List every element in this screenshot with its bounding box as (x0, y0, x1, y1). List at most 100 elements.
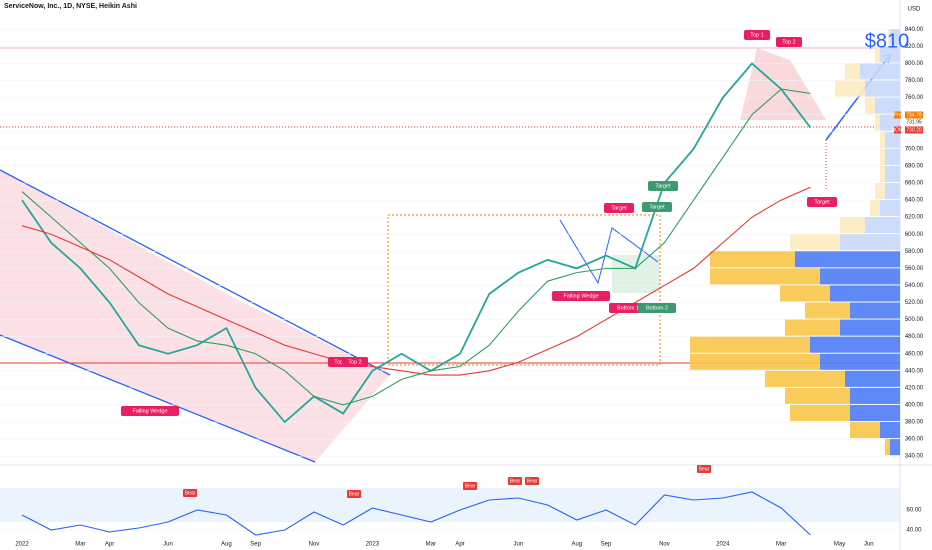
price-tag-label: Pre (894, 112, 902, 118)
x-tick-label: May (834, 542, 845, 548)
annotation-box (642, 202, 672, 212)
annotation-box (638, 303, 676, 313)
profile-down (840, 319, 900, 336)
bear-box (463, 482, 477, 490)
profile-up (880, 131, 885, 148)
annotation-box (807, 197, 837, 207)
annotation: Top 2 (348, 359, 361, 365)
annotation: Top 2 (782, 39, 795, 45)
rsi-band (0, 488, 900, 522)
profile-down (850, 302, 900, 319)
annotation: Top 1 (334, 359, 347, 365)
x-tick-label: Nov (659, 542, 670, 548)
wedge-upper (0, 169, 391, 376)
profile-up (790, 404, 850, 422)
profile-down (880, 200, 900, 217)
y-tick-label: 680.00 (905, 164, 924, 170)
annotation-box (604, 203, 634, 213)
profile-up (690, 336, 810, 353)
profile-up (888, 29, 890, 46)
x-tick-label: Mar (776, 542, 786, 548)
annotation: Target (649, 204, 665, 210)
price-tag-label: 730.20 (906, 127, 922, 133)
y-tick-label: 40.00 (906, 528, 922, 534)
bear-label: Bear (185, 490, 196, 496)
profile-up (850, 422, 880, 439)
y-tick-label: 440.00 (905, 368, 924, 374)
y-tick-label: 460.00 (905, 351, 924, 357)
y-tick-label: 640.00 (905, 198, 924, 204)
profile-down (820, 353, 900, 370)
chart-title: ServiceNow, Inc., 1D, NYSE, Heikin Ashi (4, 3, 137, 10)
y-tick-label: 800.00 (905, 61, 924, 67)
profile-down (885, 183, 900, 200)
bear-label: Bear (465, 483, 476, 489)
annotation-box (121, 406, 179, 416)
x-tick-label: 2022 (15, 542, 29, 548)
y-tick-label: 480.00 (905, 334, 924, 340)
x-tick-label: 2023 (366, 542, 380, 548)
profile-up (875, 114, 880, 131)
x-tick-label: 2024 (716, 542, 730, 548)
annotation: Falling Wedge (132, 408, 167, 414)
bear-box (347, 490, 361, 498)
profile-down (830, 285, 900, 302)
price-tag-label: 734.78 (906, 112, 922, 118)
y-tick-label: 500.00 (905, 317, 924, 323)
price-tag (894, 111, 901, 119)
x-tick-label: Sep (601, 542, 612, 548)
y-tick-label: 420.00 (905, 385, 924, 391)
profile-up (880, 148, 885, 165)
bear-box (183, 489, 197, 497)
x-tick-label: Mar (426, 542, 436, 548)
price-tag (905, 126, 923, 134)
profile-down (890, 439, 900, 456)
annotation: Target (814, 199, 830, 205)
profile-up (875, 183, 885, 200)
profile-down (820, 268, 900, 285)
bear-box (525, 477, 539, 485)
profile-up (840, 217, 865, 234)
profile-down (885, 148, 900, 165)
annotation-box (776, 37, 802, 47)
bear-box (508, 477, 522, 485)
profile-up (865, 97, 875, 114)
profile-up (690, 353, 820, 370)
target-box (387, 214, 661, 366)
y-tick-label: 580.00 (905, 249, 924, 255)
profile-down (875, 97, 900, 114)
annotation: Target (611, 205, 627, 211)
y-tick-label: 520.00 (905, 300, 924, 306)
annotation: Top 1 (750, 32, 763, 38)
price-tag-label: NOW (891, 127, 904, 133)
profile-up (710, 251, 795, 268)
y-tick-label: 840.00 (905, 27, 924, 33)
y-tick-label: 540.00 (905, 283, 924, 289)
x-tick-label: Aug (571, 542, 582, 548)
y-tick-label: 380.00 (905, 420, 924, 426)
annotation: Bottom 2 (646, 305, 668, 311)
y-tick-label: 340.00 (905, 454, 924, 460)
profile-down (880, 422, 900, 439)
series-line (21, 491, 811, 536)
profile-down (850, 387, 900, 404)
x-tick-label: Sep (250, 542, 261, 548)
profile-up (790, 234, 840, 251)
profile-up (785, 387, 850, 404)
x-tick-label: Jun (864, 542, 874, 548)
annotation-box (648, 181, 678, 191)
profile-down (885, 165, 900, 182)
profile-down (890, 29, 900, 46)
profile-up (885, 439, 890, 456)
wedge-lower (0, 334, 316, 463)
bear-label: Bear (699, 466, 710, 472)
x-tick-label: Mar (75, 542, 85, 548)
profile-down (795, 251, 900, 268)
y-tick-label: 60.00 (906, 508, 922, 514)
y-tick-label: 820.00 (905, 44, 924, 50)
y-tick-label: 620.00 (905, 215, 924, 221)
profile-up (785, 319, 840, 336)
bear-box (697, 465, 711, 473)
profile-down (865, 80, 900, 97)
price-tag (894, 126, 901, 134)
